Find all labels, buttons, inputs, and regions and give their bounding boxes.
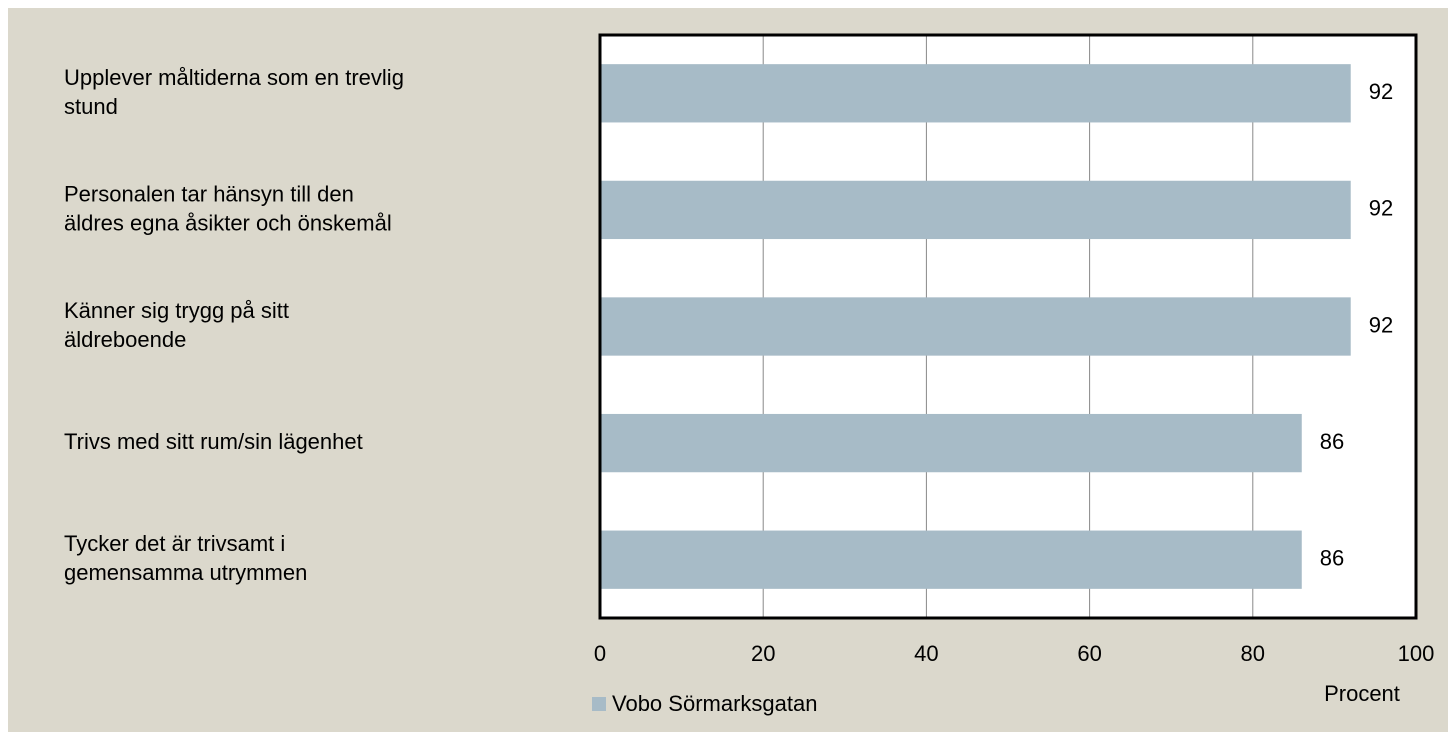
- y-tick-label: Upplever måltiderna som en trevlig stund: [64, 65, 404, 119]
- value-label: 86: [1320, 429, 1344, 454]
- y-tick-label: Trivs med sitt rum/sin lägenhet: [64, 429, 363, 454]
- x-tick-label: 20: [751, 641, 775, 666]
- plot-border: [598, 33, 1418, 620]
- bar: [600, 64, 1351, 123]
- y-tick-label: Personalen tar hänsyn till den äldres egn…: [64, 181, 392, 235]
- y-tick-label: Tycker det är trivsamt i gemensamma utrym…: [64, 531, 307, 585]
- x-tick-label: 40: [914, 641, 938, 666]
- y-tick-label: Känner sig trygg på sitt äldreboende: [64, 298, 289, 352]
- x-tick-label: 80: [1241, 641, 1265, 666]
- legend-label: Vobo Sörmarksgatan: [612, 691, 817, 716]
- bar: [600, 180, 1351, 240]
- value-label: 86: [1320, 546, 1344, 571]
- bar: [600, 297, 1351, 356]
- value-label: 92: [1369, 79, 1393, 104]
- x-tick-label: 0: [594, 641, 606, 666]
- x-axis-label: Procent: [1324, 681, 1400, 706]
- bar: [600, 530, 1302, 589]
- x-tick-label: 60: [1077, 641, 1101, 666]
- value-label: 92: [1369, 196, 1393, 221]
- bar: [600, 413, 1302, 473]
- value-label: 92: [1369, 312, 1393, 337]
- legend-swatch: [592, 697, 606, 711]
- x-tick-label: 100: [1398, 641, 1435, 666]
